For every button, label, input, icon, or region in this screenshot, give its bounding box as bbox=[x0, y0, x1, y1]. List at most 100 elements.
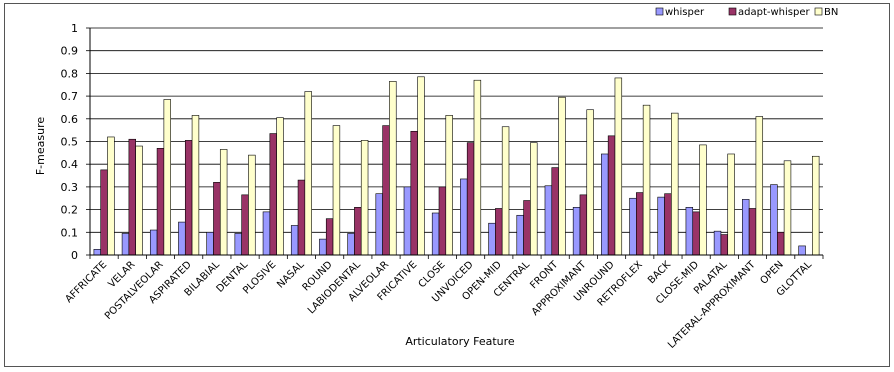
bar-adapt-whisper-open bbox=[777, 232, 785, 256]
y-tick-label: 0 bbox=[71, 249, 78, 262]
bar-adapt-whisper-round bbox=[325, 218, 334, 256]
bar-BN-open-mid bbox=[501, 126, 510, 256]
bar-adapt-whisper-approximant bbox=[579, 194, 588, 256]
bar-adapt-whisper-labiodental bbox=[354, 207, 362, 256]
bar-adapt-whisper-postalveolar bbox=[156, 148, 165, 256]
grid bbox=[90, 27, 823, 233]
bar-BN-back bbox=[671, 112, 679, 256]
bar-BN-palatal bbox=[727, 153, 735, 256]
bar-BN-unvoiced bbox=[473, 79, 482, 256]
bar-whisper-central bbox=[516, 214, 524, 256]
bar-adapt-whisper-bilabial bbox=[213, 182, 221, 256]
bar-whisper-open-mid bbox=[488, 222, 496, 256]
y-tick-label: 0.3 bbox=[61, 181, 79, 194]
bar-BN-velar bbox=[135, 145, 143, 256]
bar-whisper-postalveolar bbox=[149, 229, 158, 256]
bar-adapt-whisper-front bbox=[551, 167, 559, 256]
legend-label-adapt-whisper: adapt-whisper bbox=[738, 7, 810, 18]
bar-adapt-whisper-nasal bbox=[297, 179, 306, 256]
bar-adapt-whisper-unvoiced bbox=[466, 142, 475, 256]
bar-whisper-glottal bbox=[798, 245, 806, 256]
bar-adapt-whisper-open-mid bbox=[495, 208, 503, 256]
legend-swatch-BN bbox=[814, 7, 823, 16]
y-axis-label: F-measure bbox=[34, 117, 47, 176]
bar-adapt-whisper-central bbox=[523, 200, 531, 256]
bar-whisper-labiodental bbox=[347, 233, 355, 256]
bar-whisper-back bbox=[657, 196, 665, 256]
bar-adapt-whisper-velar bbox=[128, 138, 136, 256]
y-tick-label: 0.5 bbox=[61, 136, 79, 149]
chart-frame: 0 0.1 0.2 0.3 0.4 0.5 0.6 0.7 0.8 0.9 1 AFFRICATE V… bbox=[4, 3, 890, 367]
bar-whisper-close bbox=[431, 212, 440, 256]
x-tick-label: AFFRICATE bbox=[63, 259, 109, 305]
bar-whisper-nasal bbox=[290, 225, 299, 256]
legend-label-whisper: whisper bbox=[665, 7, 705, 18]
bar-BN-affricate bbox=[107, 136, 115, 256]
bar-BN-retroflex bbox=[642, 104, 651, 256]
y-axis-ticks: 0 0.1 0.2 0.3 0.4 0.5 0.6 0.7 0.8 0.9 1 bbox=[61, 22, 90, 262]
bar-adapt-whisper-unround bbox=[607, 135, 616, 256]
bar-whisper-alveolar bbox=[375, 193, 383, 256]
legend: whisper adapt-whisper BN bbox=[655, 7, 838, 18]
bar-whisper-approximant bbox=[572, 207, 581, 256]
bar-whisper-retroflex bbox=[629, 197, 637, 256]
bar-BN-approximant bbox=[586, 109, 594, 256]
bar-adapt-whisper-alveolar bbox=[382, 125, 390, 256]
bar-adapt-whisper-affricate bbox=[100, 169, 108, 256]
bar-BN-dental bbox=[248, 154, 256, 256]
bar-whisper-plosive bbox=[262, 211, 271, 256]
y-tick-label: 0.7 bbox=[61, 90, 79, 103]
bar-adapt-whisper-plosive bbox=[269, 133, 277, 256]
y-tick-label: 0.4 bbox=[61, 158, 79, 171]
bar-adapt-whisper-retroflex bbox=[636, 192, 644, 256]
bar-whisper-affricate bbox=[93, 249, 101, 256]
bar-BN-fricative bbox=[417, 76, 425, 256]
bar-whisper-bilabial bbox=[206, 232, 214, 256]
y-tick-label: 0.1 bbox=[61, 226, 79, 239]
bar-BN-front bbox=[558, 96, 566, 256]
bar-whisper-round bbox=[319, 238, 327, 256]
bar-BN-postalveolar bbox=[163, 99, 171, 256]
bar-BN-plosive bbox=[276, 117, 284, 256]
bar-whisper-open bbox=[770, 184, 778, 256]
bar-BN-alveolar bbox=[389, 81, 397, 256]
bar-BN-open bbox=[783, 160, 792, 256]
bar-adapt-whisper-lateral-approximant bbox=[748, 208, 757, 256]
y-tick-label: 1 bbox=[71, 22, 78, 35]
bar-BN-glottal bbox=[812, 155, 820, 256]
bar-adapt-whisper-back bbox=[664, 193, 672, 256]
bar-whisper-front bbox=[544, 185, 553, 256]
bar-BN-nasal bbox=[304, 91, 312, 256]
bar-BN-close-mid bbox=[699, 144, 707, 256]
bar-whisper-lateral-approximant bbox=[742, 199, 750, 256]
bar-adapt-whisper-palatal bbox=[720, 234, 729, 256]
legend-swatch-adapt-whisper bbox=[728, 7, 737, 16]
bar-BN-round bbox=[332, 125, 341, 256]
bar-BN-bilabial bbox=[219, 149, 228, 256]
bar-BN-lateral-approximant bbox=[755, 116, 764, 256]
bar-adapt-whisper-close-mid bbox=[692, 211, 700, 256]
legend-swatch-whisper bbox=[655, 7, 664, 16]
bar-adapt-whisper-fricative bbox=[410, 130, 418, 256]
chart: 00.10.20.30.40.50.60.70.80.91 AFFRICATEV… bbox=[34, 7, 838, 351]
bar-whisper-dental bbox=[234, 233, 242, 256]
bar-adapt-whisper-dental bbox=[241, 194, 249, 256]
bar-adapt-whisper-aspirated bbox=[184, 140, 193, 256]
bar-whisper-fricative bbox=[403, 186, 412, 256]
bar-adapt-whisper-close bbox=[438, 186, 447, 256]
bars bbox=[93, 76, 820, 256]
bar-BN-close bbox=[445, 115, 453, 256]
bar-whisper-velar bbox=[121, 233, 130, 256]
y-tick-label: 0.8 bbox=[61, 67, 79, 80]
x-axis-label: Articulatory Feature bbox=[405, 335, 515, 348]
bar-BN-unround bbox=[614, 77, 623, 256]
bar-BN-aspirated bbox=[191, 115, 200, 256]
bar-whisper-palatal bbox=[713, 230, 722, 256]
legend-label-BN: BN bbox=[824, 7, 838, 18]
bar-whisper-aspirated bbox=[178, 221, 186, 256]
bar-BN-labiodental bbox=[360, 140, 369, 256]
y-tick-label: 0.6 bbox=[61, 113, 79, 126]
bar-whisper-unvoiced bbox=[460, 178, 468, 256]
y-tick-label: 0.9 bbox=[61, 45, 79, 58]
bar-whisper-close-mid bbox=[685, 207, 694, 256]
